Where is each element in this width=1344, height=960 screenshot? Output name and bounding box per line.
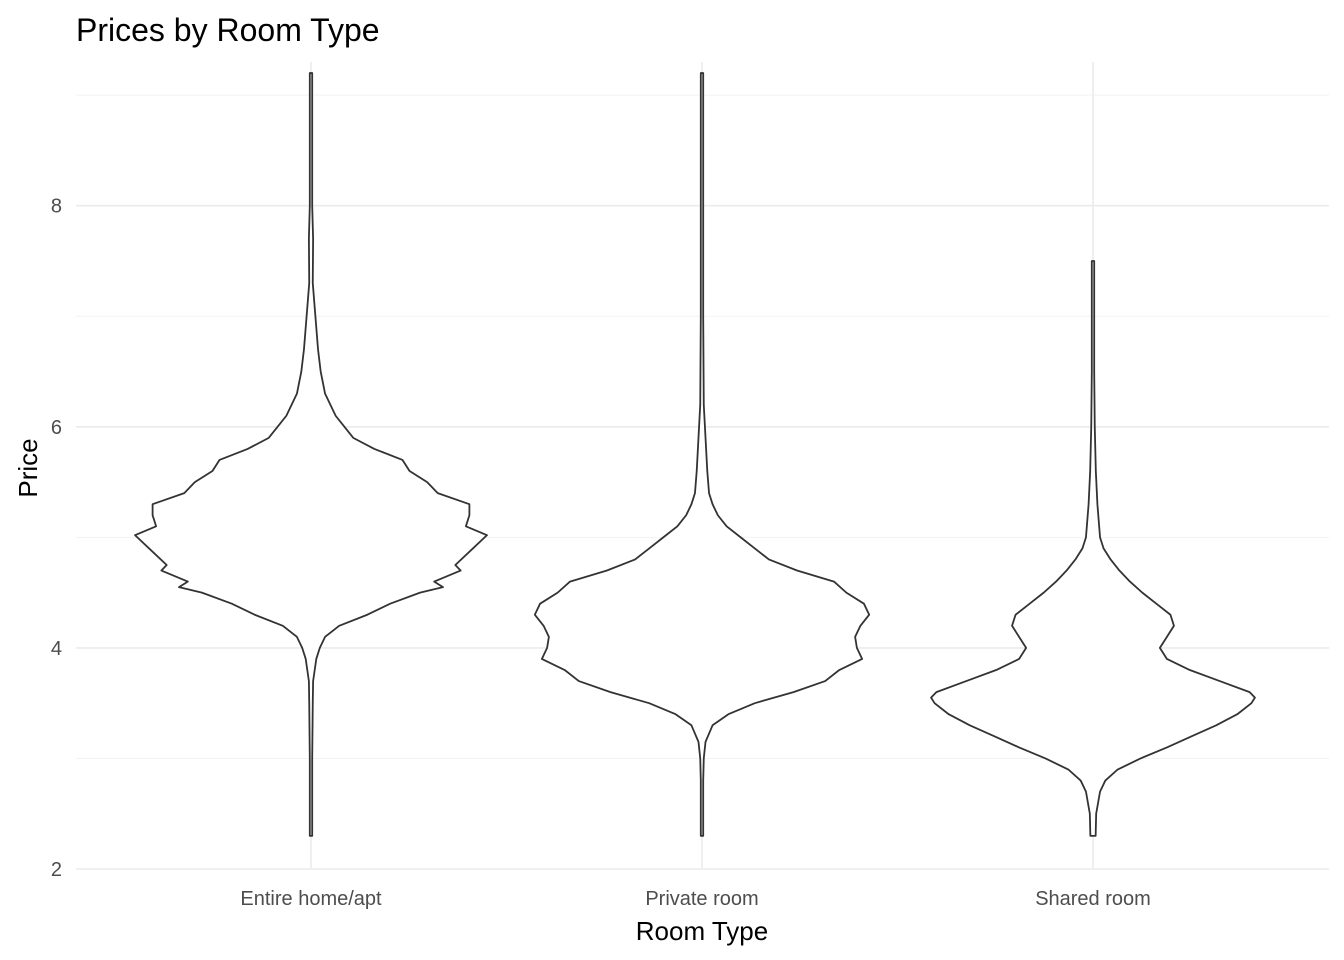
chart-title: Prices by Room Type: [76, 12, 380, 48]
y-tick-label: 4: [51, 638, 62, 660]
y-axis-title: Price: [13, 438, 43, 497]
x-tick-label: Entire home/apt: [240, 888, 382, 910]
y-tick-label: 8: [51, 196, 62, 218]
x-tick-label: Shared room: [1035, 888, 1151, 910]
violins: [134, 72, 1256, 837]
violin-entire-home-apt: [134, 72, 488, 837]
y-tick-label: 6: [51, 417, 62, 439]
violin-shared-room: [930, 260, 1256, 837]
tick-labels: 2 4 6 8 Entire home/apt Private room Shared ro…: [51, 196, 1151, 910]
x-tick-label: Private room: [645, 888, 758, 910]
y-tick-label: 2: [51, 859, 62, 881]
x-axis-title: Room Type: [636, 916, 768, 946]
violin-private-room: [533, 72, 871, 837]
